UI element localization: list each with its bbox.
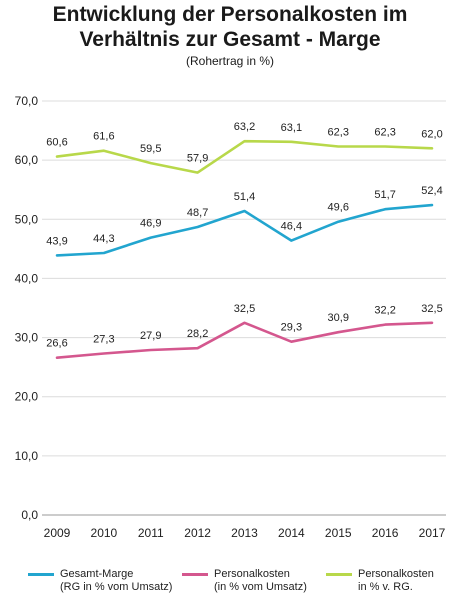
- series-line-gesamt: [55, 203, 434, 257]
- data-label-personal: 32,2: [374, 305, 395, 317]
- y-tick-label: 20,0: [15, 390, 39, 404]
- series-line-personal_rg: [55, 139, 434, 174]
- data-label-personal_rg: 62,3: [374, 127, 395, 139]
- y-tick-label: 0,0: [21, 508, 38, 522]
- legend-swatch-personal-rg: [326, 573, 352, 576]
- data-label-personal_rg: 62,3: [328, 127, 349, 139]
- y-tick-label: 50,0: [15, 212, 39, 226]
- data-label-gesamt: 46,9: [140, 218, 161, 230]
- chart-title-line1: Entwicklung der Personalkosten im: [52, 3, 408, 26]
- legend-swatch-personal: [182, 573, 208, 576]
- y-tick-label: 30,0: [15, 331, 39, 345]
- x-tick-label: 2015: [325, 526, 352, 540]
- legend-label-gesamt-line1: Gesamt-Marge: [60, 568, 134, 580]
- series-line-personal: [55, 321, 434, 360]
- data-label-personal: 28,2: [187, 328, 208, 340]
- data-label-personal: 30,9: [328, 312, 349, 324]
- data-label-personal_rg: 63,2: [234, 121, 255, 133]
- data-label-gesamt: 51,4: [234, 191, 255, 203]
- legend-label-personal-line2: (in % vom Umsatz): [214, 581, 307, 593]
- x-tick-label: 2017: [419, 526, 446, 540]
- legend-swatch-gesamt: [28, 573, 54, 576]
- data-label-gesamt: 46,4: [281, 221, 302, 233]
- legend-label-personal-rg-line1: Personalkosten: [358, 568, 434, 580]
- x-tick-label: 2009: [44, 526, 71, 540]
- x-tick-label: 2013: [231, 526, 258, 540]
- x-tick-label: 2010: [91, 526, 118, 540]
- data-label-gesamt: 48,7: [187, 207, 208, 219]
- data-label-personal_rg: 62,0: [421, 128, 442, 140]
- x-tick-label: 2011: [138, 526, 164, 540]
- data-label-gesamt: 51,7: [374, 189, 395, 201]
- data-label-gesamt: 44,3: [93, 233, 114, 245]
- data-label-gesamt: 49,6: [328, 202, 349, 214]
- data-label-personal_rg: 63,1: [281, 122, 302, 134]
- data-label-personal_rg: 61,6: [93, 131, 114, 143]
- data-label-gesamt: 43,9: [46, 235, 67, 247]
- data-label-personal: 32,5: [421, 303, 442, 315]
- y-tick-label: 70,0: [15, 94, 39, 108]
- chart-title: Entwicklung der Personalkosten im Verhäl…: [0, 2, 460, 52]
- data-label-personal: 27,3: [93, 334, 114, 346]
- data-label-personal: 26,6: [46, 338, 67, 350]
- y-tick-label: 40,0: [15, 271, 39, 285]
- legend-label-personal-line1: Personalkosten: [214, 568, 290, 580]
- legend-label-gesamt-line2: (RG in % vom Umsatz): [60, 581, 173, 593]
- y-tick-label: 60,0: [15, 153, 39, 167]
- data-label-personal: 27,9: [140, 330, 161, 342]
- data-label-personal_rg: 59,5: [140, 143, 161, 155]
- x-tick-label: 2016: [372, 526, 399, 540]
- data-label-personal: 32,5: [234, 303, 255, 315]
- chart-title-line2: Verhältnis zur Gesamt - Marge: [79, 28, 381, 51]
- data-label-personal: 29,3: [281, 322, 302, 334]
- x-tick-label: 2012: [184, 526, 211, 540]
- data-label-personal_rg: 57,9: [187, 153, 208, 165]
- x-tick-label: 2014: [278, 526, 305, 540]
- legend-label-personal-rg-line2: in % v. RG.: [358, 581, 413, 593]
- data-label-gesamt: 52,4: [421, 185, 442, 197]
- data-label-personal_rg: 60,6: [46, 137, 67, 149]
- chart-subtitle: (Rohertrag in %): [185, 54, 275, 68]
- y-tick-label: 10,0: [15, 449, 39, 463]
